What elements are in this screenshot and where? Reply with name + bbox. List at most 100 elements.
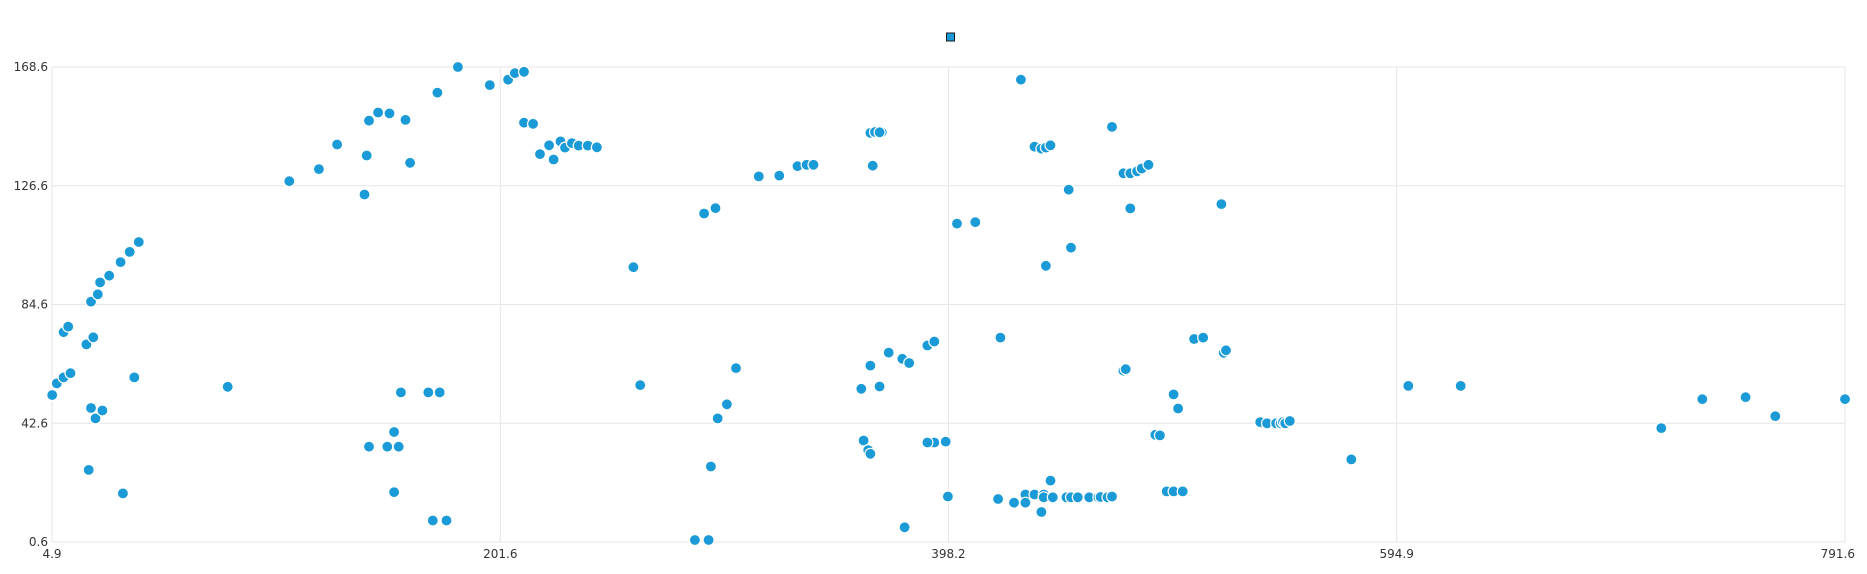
scatter-point — [1062, 183, 1075, 196]
scatter-point — [1044, 474, 1057, 487]
scatter-point — [360, 149, 373, 162]
scatter-point — [1219, 344, 1233, 357]
scatter-point — [433, 386, 446, 399]
scatter-point — [381, 440, 394, 453]
scatter-point — [114, 256, 127, 269]
scatter-point — [431, 86, 444, 99]
scatter-point — [1838, 393, 1852, 406]
scatter-point — [87, 331, 100, 344]
scatter-point — [1035, 505, 1048, 519]
gridlines — [51, 66, 1846, 543]
scatter-point — [84, 295, 98, 308]
scatter-point — [697, 207, 711, 220]
scatter-point — [969, 216, 982, 229]
scatter-point — [1171, 402, 1185, 415]
scatter-point — [1142, 158, 1155, 171]
scatter-point — [898, 521, 911, 534]
legend-marker[interactable] — [946, 32, 955, 42]
scatter-point — [116, 487, 130, 500]
scatter-point — [994, 331, 1007, 344]
scatter-point — [1007, 496, 1021, 509]
scatter-point — [372, 106, 385, 119]
x-tick-label: 594.9 — [1380, 547, 1414, 561]
scatter-point — [358, 188, 371, 201]
scatter-point — [451, 60, 464, 74]
axes: 0.6 42.6 84.6 126.6 168.6 4.9 201.6 398.2 594.9 7… — [14, 60, 1855, 561]
scatter-point — [1345, 453, 1358, 466]
scatter-point — [1019, 496, 1032, 509]
scatter-point — [526, 117, 540, 130]
x-tick-label: 791.6 — [1821, 547, 1855, 561]
scatter-point — [873, 380, 886, 393]
scatter-point — [857, 434, 870, 447]
scatter-point — [1119, 363, 1132, 376]
scatter-point — [866, 159, 879, 172]
scatter-point — [62, 320, 75, 333]
scatter-point — [773, 169, 786, 182]
scatter-point — [82, 463, 95, 476]
scatter-point — [864, 359, 877, 372]
scatter-point — [312, 163, 325, 176]
scatter-point — [283, 175, 296, 188]
scatter-point — [991, 492, 1005, 506]
scatter-point — [422, 386, 435, 399]
scatter-point — [483, 78, 496, 92]
scatter-point — [383, 107, 396, 120]
scatter-point — [752, 170, 765, 183]
scatter-point — [547, 153, 560, 166]
scatter-point — [1167, 388, 1180, 401]
scatter-point — [939, 435, 952, 448]
scatter-point — [362, 114, 376, 127]
scatter-point — [542, 139, 556, 152]
legend[interactable] — [946, 32, 955, 42]
scatter-point — [729, 362, 743, 375]
scatter-point — [704, 460, 718, 473]
scatter-point — [807, 158, 820, 171]
scatter-point — [1454, 379, 1467, 392]
scatter-point — [388, 486, 401, 499]
scatter-point — [362, 440, 376, 453]
x-tick-label: 4.9 — [42, 547, 61, 561]
scatter-point — [426, 514, 439, 527]
scatter-point — [855, 382, 868, 395]
scatter-point — [93, 276, 107, 289]
scatter-point — [903, 356, 916, 370]
scatter-point — [1105, 120, 1119, 134]
scatter-point — [89, 412, 102, 425]
scatter-point — [1197, 331, 1210, 344]
scatter-point — [634, 379, 647, 392]
scatter-point — [882, 346, 895, 359]
scatter-point — [331, 138, 344, 151]
x-tick-label: 201.6 — [483, 547, 517, 561]
y-tick-label: 126.6 — [14, 179, 48, 193]
scatter-point — [128, 371, 141, 384]
scatter-point — [1064, 241, 1078, 254]
scatter-point — [46, 388, 59, 402]
scatter-point — [711, 412, 724, 425]
scatter-point — [921, 436, 934, 449]
scatter-point — [1014, 73, 1028, 86]
scatter-point — [1655, 422, 1668, 435]
scatter-point — [1153, 429, 1167, 442]
scatter-point — [1124, 202, 1137, 215]
scatter-point — [388, 425, 401, 439]
scatter-point — [688, 533, 702, 547]
y-tick-label: 168.6 — [14, 60, 48, 74]
scatter-point — [123, 245, 136, 258]
scatter-point — [864, 447, 877, 460]
scatter-point — [702, 533, 715, 547]
y-tick-label: 84.6 — [21, 298, 48, 312]
scatter-point — [221, 380, 234, 393]
scatter-point — [399, 113, 412, 127]
scatter-point — [517, 65, 531, 78]
scatter-point — [84, 401, 98, 415]
scatter-point — [132, 235, 145, 249]
scatter-point — [627, 261, 640, 274]
scatter-point — [1215, 198, 1228, 211]
y-tick-label: 0.6 — [29, 535, 48, 549]
scatter-point — [1044, 139, 1057, 152]
scatter-point — [404, 156, 417, 169]
scatter-point — [91, 288, 104, 301]
scatter-point — [392, 440, 405, 453]
